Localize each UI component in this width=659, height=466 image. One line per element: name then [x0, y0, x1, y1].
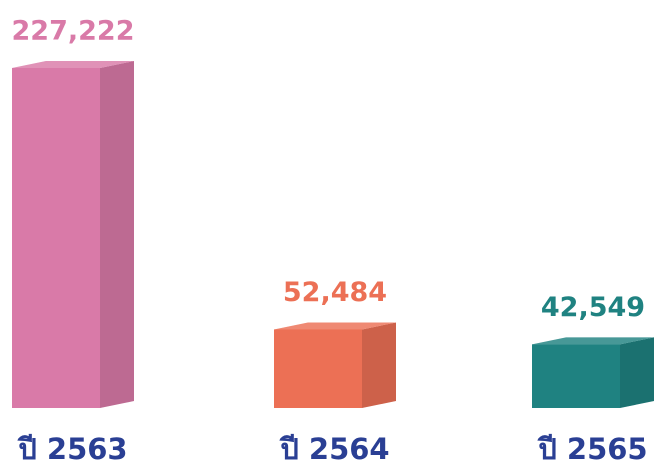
bar-top-shade	[12, 61, 134, 68]
bar-top	[274, 322, 396, 330]
x-tick-label: ปี 2565	[537, 432, 648, 466]
bar-side-shade	[362, 322, 396, 408]
bar-side-shade	[620, 337, 654, 408]
value-label: 227,222	[12, 16, 135, 47]
bar	[12, 61, 134, 408]
bar	[274, 322, 396, 408]
bar-side	[362, 322, 396, 408]
bar-front	[274, 329, 362, 408]
bar-top-shade	[532, 337, 654, 345]
x-tick-label: ปี 2564	[279, 432, 390, 466]
bar-side-shade	[100, 61, 134, 408]
bar-side	[620, 337, 654, 408]
bar	[532, 337, 654, 408]
bar-front	[12, 68, 100, 408]
bar-top	[12, 61, 134, 68]
bar-top-shade	[274, 322, 396, 330]
bar-side	[100, 61, 134, 408]
value-label: 42,549	[541, 292, 645, 323]
value-label: 52,484	[283, 277, 387, 308]
x-tick-label: ปี 2563	[17, 432, 128, 466]
bar-front	[532, 344, 620, 408]
bar-top	[532, 337, 654, 345]
